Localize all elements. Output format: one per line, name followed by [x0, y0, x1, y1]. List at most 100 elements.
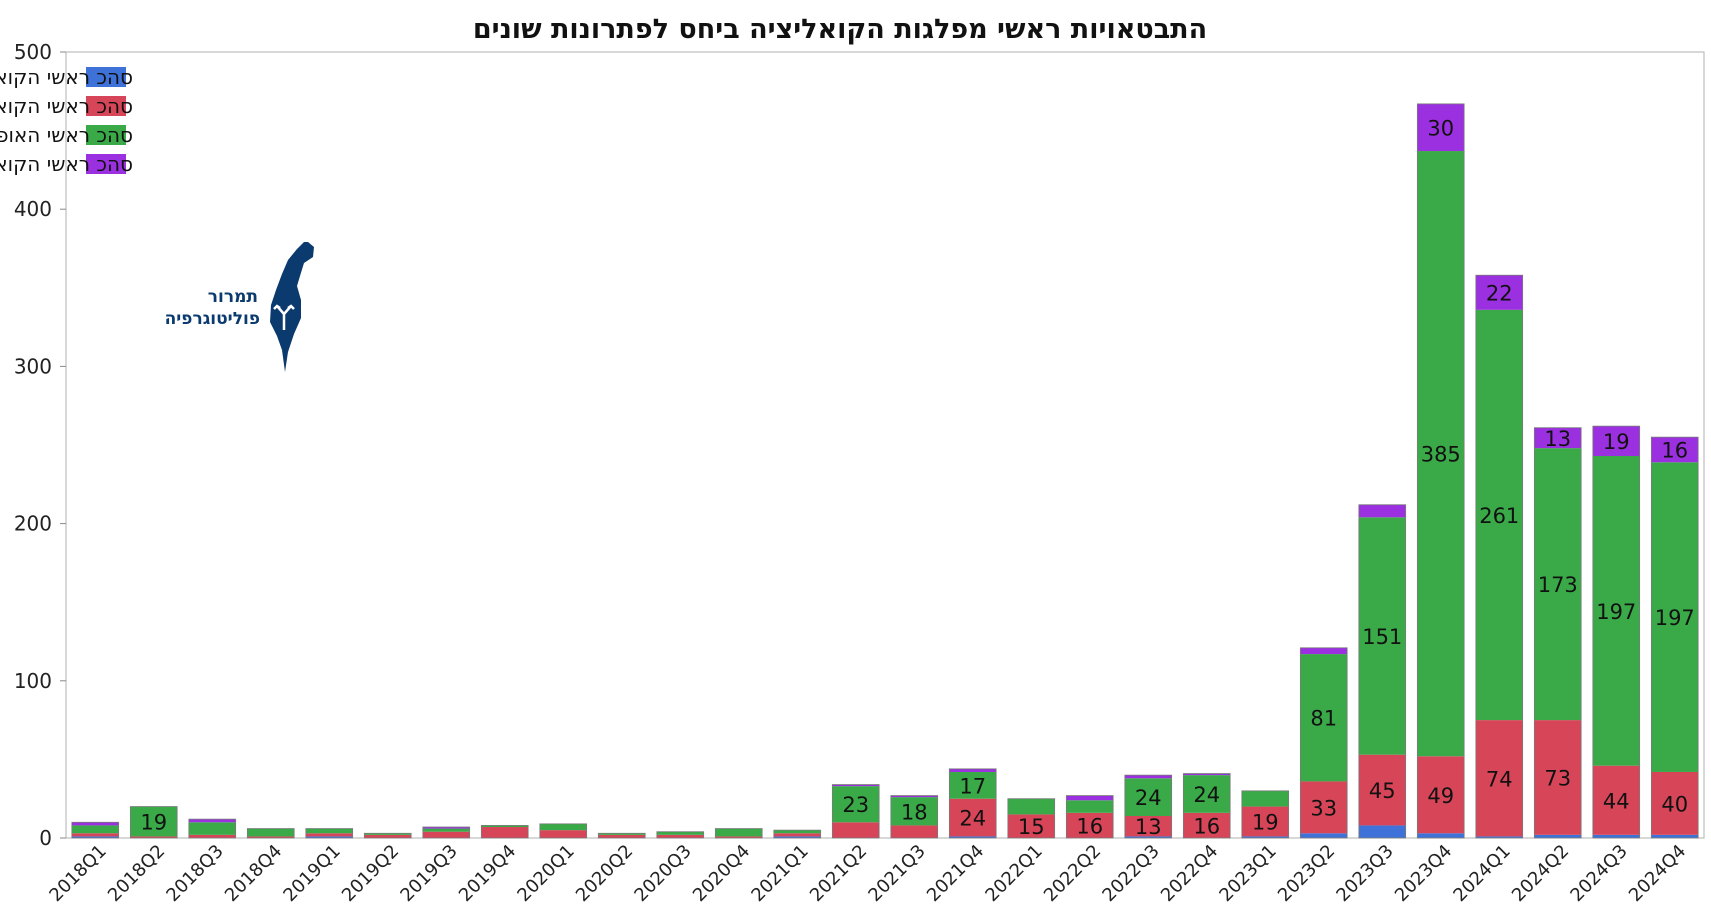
x-tick-label: 2022Q2	[1040, 841, 1105, 906]
bar-segment	[715, 836, 763, 838]
bar-segment	[1241, 836, 1289, 838]
bar-outline	[1124, 774, 1173, 839]
legend-swatch	[86, 96, 126, 116]
bar-outline	[597, 832, 646, 839]
bar-outline	[422, 826, 471, 839]
x-tick-label: 2020Q4	[689, 841, 754, 906]
bar-segment	[1007, 798, 1055, 815]
x-tick-label: 2024Q1	[1449, 841, 1514, 906]
legend-swatch	[86, 67, 126, 87]
x-tick-label: 2024Q4	[1625, 841, 1690, 906]
x-tick-label: 2023Q3	[1332, 841, 1397, 906]
data-label: 261	[1479, 504, 1519, 528]
x-tick-label: 2021Q4	[923, 841, 988, 906]
bar-segment	[71, 825, 119, 834]
y-tick-label: 400	[14, 197, 52, 221]
bar-outline	[773, 829, 822, 839]
bar-outline	[948, 768, 997, 839]
bar-segment	[247, 836, 295, 838]
bar-segment	[1417, 833, 1465, 838]
bar-segment	[1066, 795, 1114, 801]
data-label: 45	[1369, 779, 1396, 803]
bar-segment	[656, 831, 704, 835]
bar-segment	[364, 833, 412, 835]
bar-segment	[71, 836, 119, 838]
bar-outline	[831, 784, 880, 839]
bar-segment	[422, 828, 470, 832]
bar-segment	[1066, 800, 1114, 813]
chart-title: התבטאויות ראשי מפלגות הקואליציה ביחס לפת…	[473, 14, 1207, 45]
data-label: 24	[959, 807, 986, 831]
data-label: 19	[140, 810, 167, 834]
bar-segment	[1066, 812, 1114, 838]
bar-segment	[949, 836, 997, 838]
y-tick-label: 0	[39, 826, 52, 850]
bar-segment	[130, 806, 178, 837]
bar-segment	[1358, 504, 1406, 518]
data-label: 74	[1486, 767, 1513, 791]
bar-segment	[890, 825, 938, 838]
x-tick-label: 2022Q3	[1098, 841, 1163, 906]
bar-outline	[1065, 795, 1114, 839]
legend-label: סהכ ראשי הקואליציה בעד ספוח	[0, 94, 133, 118]
bar-segment	[305, 836, 353, 838]
bar-segment	[1358, 825, 1406, 838]
bar-segment	[1592, 456, 1640, 766]
bar-segment	[1475, 309, 1523, 721]
bar-outline	[129, 806, 178, 839]
bar-segment	[71, 833, 119, 837]
bar-segment	[422, 831, 470, 838]
bar-segment	[1300, 654, 1348, 782]
bar-segment	[1475, 836, 1523, 838]
data-label: 19	[1603, 430, 1630, 454]
data-label: 385	[1421, 443, 1461, 467]
x-tick-label: 2018Q2	[104, 841, 169, 906]
data-label: 30	[1427, 116, 1454, 140]
bar-segment	[1417, 756, 1465, 834]
bar-outline	[656, 831, 705, 839]
bar-segment	[832, 822, 880, 838]
bar-segment	[1417, 103, 1465, 152]
legend-label: סהכ ראשי הקואליציה בעד שתי מדינות	[0, 65, 133, 89]
x-tick-label: 2019Q3	[396, 841, 461, 906]
bar-segment	[1358, 754, 1406, 826]
bar-segment	[1358, 517, 1406, 755]
bar-segment	[949, 771, 997, 799]
x-tick-label: 2024Q3	[1566, 841, 1631, 906]
y-tick-label: 300	[14, 354, 52, 378]
bar-outline	[71, 821, 120, 839]
bar-segment	[1534, 427, 1582, 449]
data-label: 173	[1538, 573, 1578, 597]
bar-segment	[890, 795, 938, 798]
x-tick-label: 2021Q2	[806, 841, 871, 906]
bar-segment	[1417, 151, 1465, 757]
legend-swatch	[86, 125, 126, 145]
bar-segment	[1183, 773, 1231, 776]
bar-segment	[188, 822, 236, 835]
data-label: 197	[1655, 606, 1695, 630]
data-label: 16	[1193, 814, 1220, 838]
data-label: 151	[1362, 625, 1402, 649]
data-label: 15	[1018, 815, 1045, 839]
data-label: 19	[1252, 810, 1279, 834]
data-label: 13	[1544, 427, 1571, 451]
bar-outline	[1299, 647, 1348, 839]
bar-segment	[1241, 790, 1289, 807]
bar-segment	[1241, 806, 1289, 837]
x-tick-label: 2019Q4	[455, 841, 520, 906]
bar-outline	[246, 828, 295, 839]
bar-segment	[1300, 833, 1348, 838]
bar-segment	[890, 797, 938, 826]
x-tick-label: 2018Q1	[45, 841, 110, 906]
y-tick-label: 100	[14, 669, 52, 693]
x-tick-label: 2019Q2	[338, 841, 403, 906]
data-label: 81	[1310, 707, 1337, 731]
legend: סהכ ראשי הקואליציה בעד שתי מדינות סהכ ראש…	[0, 65, 133, 176]
bar-segment	[1124, 778, 1172, 816]
bar-segment	[1183, 812, 1231, 838]
data-label: 16	[1076, 814, 1103, 838]
y-tick-label: 500	[14, 40, 52, 64]
logo: תמרור פוליטוגרפיה	[165, 242, 314, 372]
x-tick-label: 2023Q2	[1274, 841, 1339, 906]
